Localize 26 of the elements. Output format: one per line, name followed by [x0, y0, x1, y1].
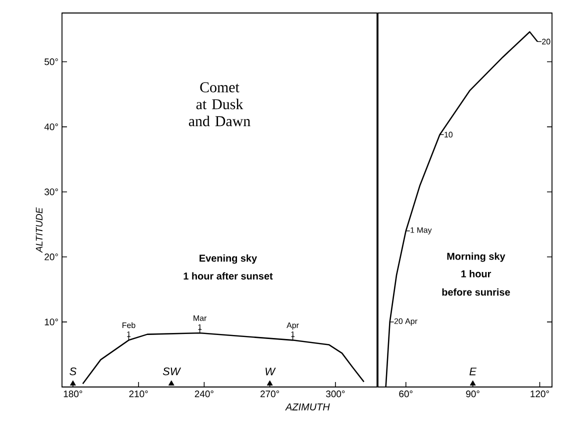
- annotation: before sunrise: [442, 288, 510, 296]
- y-axis-title: ALTITUDE: [36, 207, 43, 253]
- x-tick-label: 120°: [530, 390, 549, 398]
- data-label: W: [266, 368, 276, 376]
- annotation: 1 hour: [461, 270, 492, 278]
- x-tick-label: 60°: [399, 390, 412, 398]
- data-label: SW: [162, 368, 182, 376]
- x-tick-label: 300°: [326, 390, 345, 398]
- text: Comet at Dusk and Dawn: [188, 82, 250, 126]
- annotation: 1 hour after sunset: [184, 272, 273, 280]
- annotation: Evening sky: [200, 254, 258, 264]
- x-tick-label: 240°: [194, 390, 214, 398]
- line-series: [82, 332, 365, 384]
- x-tick-label: 90°: [466, 390, 480, 398]
- x-tick-label: 210°: [129, 390, 148, 398]
- y-tick-label: 30°: [44, 188, 58, 196]
- y-tick-label: 20°: [44, 254, 58, 260]
- data-label: S: [70, 368, 76, 376]
- x-tick-label: 180°: [64, 390, 82, 398]
- data-label: E: [470, 368, 477, 376]
- x-axis-title: AZIMUTH: [285, 403, 330, 410]
- y-tick-label: 50°: [44, 58, 58, 66]
- y-tick-label: 10°: [44, 318, 58, 326]
- y-tick-label: 40°: [44, 123, 58, 130]
- annotation: Morning sky: [447, 252, 506, 262]
- x-tick-label: 270°: [260, 390, 280, 398]
